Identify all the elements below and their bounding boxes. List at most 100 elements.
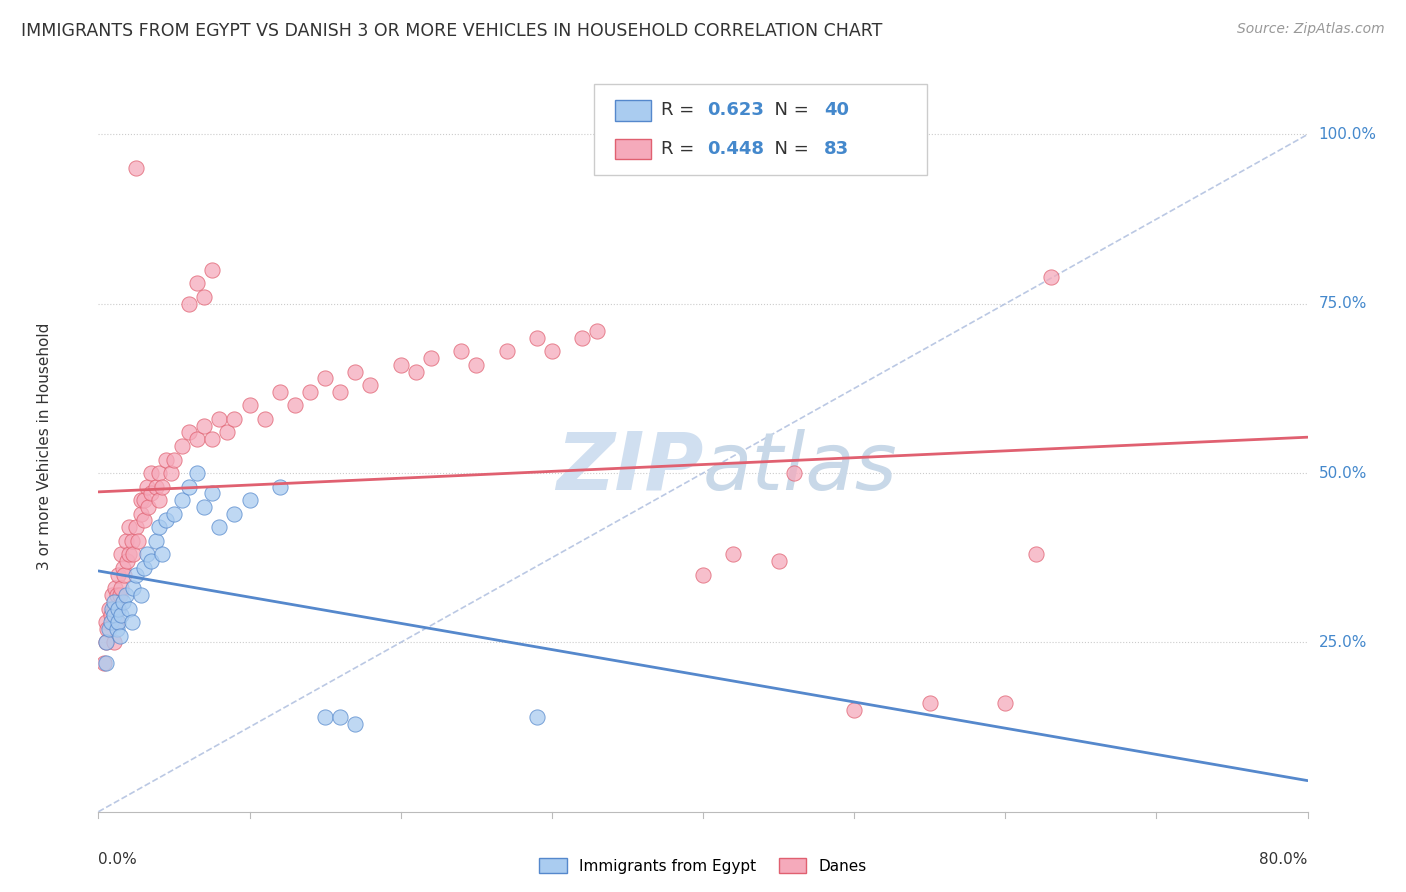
Point (150, 547, 173, 561)
Point (118, 520, 141, 534)
Text: 25.0%: 25.0% (1319, 635, 1367, 650)
Point (107, 601, 129, 615)
Point (145, 480, 167, 494)
Point (160, 466, 183, 480)
Point (135, 547, 157, 561)
Point (155, 514, 177, 528)
Point (314, 371, 336, 385)
Point (208, 412, 231, 426)
Point (224, 412, 246, 426)
Point (101, 588, 124, 602)
Point (526, 710, 548, 724)
Point (186, 432, 208, 446)
Point (114, 588, 136, 602)
Point (108, 629, 131, 643)
Point (918, 697, 941, 711)
Point (132, 493, 155, 508)
Point (269, 480, 291, 494)
Point (723, 547, 745, 561)
Point (115, 554, 138, 568)
Text: 75.0%: 75.0% (1319, 296, 1367, 311)
Point (111, 561, 134, 575)
Point (98, 601, 121, 615)
Point (170, 439, 193, 453)
Point (186, 277, 208, 291)
Point (201, 263, 224, 277)
Point (132, 514, 155, 528)
Point (121, 615, 143, 629)
Point (101, 601, 124, 615)
Point (110, 608, 132, 623)
Point (107, 567, 129, 582)
Point (405, 364, 427, 378)
Point (201, 432, 224, 446)
Point (121, 533, 143, 548)
Point (163, 452, 186, 467)
Point (163, 507, 186, 521)
Bar (614, 100, 651, 120)
Text: 100.0%: 100.0% (1319, 127, 1376, 142)
Point (201, 486, 224, 500)
Point (136, 500, 159, 514)
Point (103, 595, 125, 609)
Text: R =: R = (661, 140, 700, 158)
Point (129, 493, 152, 508)
Point (107, 601, 129, 615)
Point (239, 493, 262, 508)
Text: 0.623: 0.623 (707, 102, 763, 120)
Point (129, 588, 152, 602)
Point (495, 344, 517, 359)
Point (135, 480, 157, 494)
Point (122, 547, 145, 561)
Point (179, 425, 201, 440)
Point (783, 466, 806, 480)
Point (105, 622, 128, 636)
Point (269, 384, 291, 399)
Point (344, 716, 367, 731)
Point (299, 384, 322, 399)
Point (107, 615, 129, 629)
Text: 3 or more Vehicles in Household: 3 or more Vehicles in Household (37, 322, 52, 570)
Text: 0.0%: 0.0% (98, 852, 138, 867)
Point (344, 364, 367, 378)
Point (93, 656, 115, 670)
Point (148, 520, 170, 534)
Point (389, 358, 412, 372)
Point (105, 588, 128, 602)
Point (844, 703, 866, 717)
Point (193, 418, 215, 433)
Text: N =: N = (763, 102, 815, 120)
Text: ZIP: ZIP (555, 429, 703, 507)
Point (150, 480, 173, 494)
Point (193, 500, 215, 514)
Point (179, 480, 201, 494)
Point (103, 635, 125, 649)
Point (127, 533, 149, 548)
Point (94, 635, 117, 649)
Point (110, 581, 132, 595)
Point (224, 507, 246, 521)
Point (193, 290, 215, 304)
Point (145, 533, 167, 548)
Point (1039, 269, 1062, 284)
Point (360, 378, 382, 392)
Bar (614, 139, 651, 160)
Text: 80.0%: 80.0% (1260, 852, 1308, 867)
Point (994, 697, 1017, 711)
Point (132, 561, 155, 575)
Point (94, 615, 117, 629)
Text: N =: N = (763, 140, 815, 158)
Point (141, 466, 163, 480)
Point (571, 331, 593, 345)
Text: 40: 40 (824, 102, 849, 120)
Point (105, 615, 128, 629)
Point (239, 398, 262, 412)
Legend: Immigrants from Egypt, Danes: Immigrants from Egypt, Danes (533, 852, 873, 880)
Point (586, 324, 609, 338)
Point (314, 710, 336, 724)
Point (148, 466, 170, 480)
Point (104, 581, 127, 595)
Point (118, 547, 141, 561)
Point (420, 351, 443, 365)
Point (110, 547, 132, 561)
